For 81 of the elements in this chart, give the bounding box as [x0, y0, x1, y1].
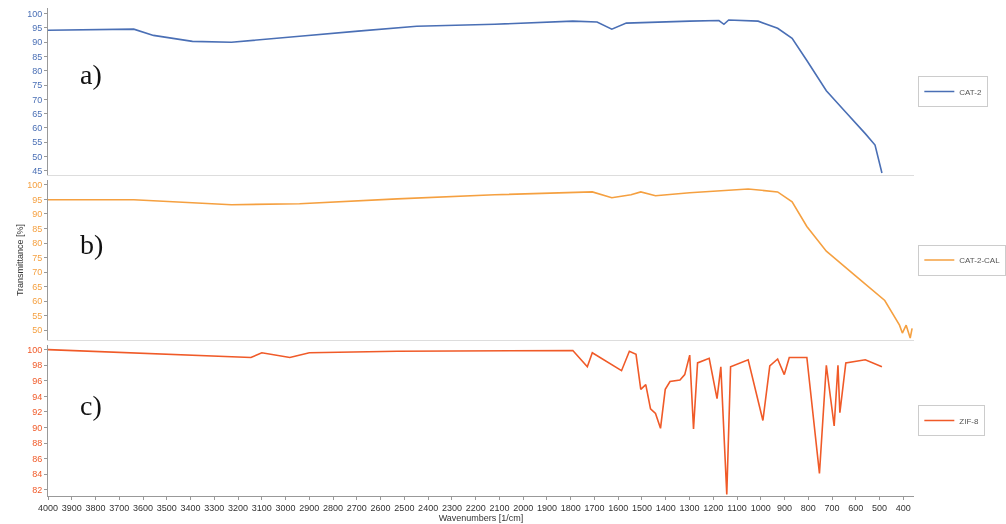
- y-tick-label: 50: [32, 151, 43, 162]
- legend-label: CAT-2: [959, 87, 982, 97]
- x-tick-label: 2800: [323, 502, 344, 513]
- legend-label: ZIF-8: [959, 416, 979, 426]
- x-tick-label: 2500: [394, 502, 415, 513]
- y-tick-label: 85: [32, 223, 43, 234]
- y-tick-label: 100: [27, 344, 43, 355]
- annotation: b): [80, 229, 104, 260]
- annotation: a): [80, 59, 102, 90]
- x-tick-label: 2700: [346, 502, 367, 513]
- y-tick-label: 60: [32, 123, 43, 134]
- y-tick-label: 55: [32, 310, 43, 321]
- x-tick-label: 400: [895, 502, 911, 513]
- line-series: [48, 188, 913, 339]
- y-tick-label: 80: [32, 238, 43, 249]
- x-tick-label: 3400: [180, 502, 201, 513]
- x-tick-label: 2200: [465, 502, 486, 513]
- y-tick-label: 75: [32, 252, 43, 263]
- x-tick-label: 2000: [513, 502, 534, 513]
- x-tick-label: 2100: [489, 502, 510, 513]
- x-tick-label: 1200: [703, 502, 724, 513]
- y-tick-label: 90: [32, 209, 43, 220]
- x-tick-label: 4000: [37, 502, 59, 513]
- y-tick-label: 90: [32, 37, 43, 48]
- x-tick-label: 3300: [204, 502, 225, 513]
- y-tick-label: 95: [32, 23, 43, 34]
- x-tick-label: 1500: [631, 502, 652, 513]
- y-tick-label: 80: [32, 65, 43, 76]
- y-tick-label: 92: [32, 407, 43, 418]
- x-tick-label: 2900: [299, 502, 320, 513]
- y-tick-label: 65: [32, 108, 43, 119]
- x-tick-label: 2300: [441, 502, 462, 513]
- y-tick-label: 70: [32, 94, 43, 105]
- x-tick-label: 3800: [85, 502, 106, 513]
- x-tick-label: 1400: [655, 502, 676, 513]
- x-tick-label: 3500: [156, 502, 177, 513]
- line-series: [48, 348, 883, 496]
- x-tick-label: 1900: [536, 502, 557, 513]
- x-tick-label: 1000: [750, 502, 771, 513]
- x-tick-label: 2400: [418, 502, 439, 513]
- y-axis-title: Transmittance [%]: [14, 223, 25, 297]
- annotation: c): [80, 390, 102, 421]
- line-series: [48, 19, 883, 174]
- y-tick-label: 55: [32, 137, 43, 148]
- y-tick-label: 95: [32, 194, 43, 205]
- y-tick-label: 70: [32, 267, 43, 278]
- x-tick-label: 500: [872, 502, 888, 513]
- y-tick-label: 60: [32, 296, 43, 307]
- legend-label: CAT-2-CAL: [959, 256, 1001, 266]
- x-axis-title: Wavenumbers [1/cm]: [438, 512, 524, 523]
- x-tick-label: 1100: [727, 502, 747, 513]
- x-tick-label: 1600: [608, 502, 629, 513]
- y-tick-label: 100: [27, 8, 43, 19]
- y-tick-label: 100: [27, 180, 43, 191]
- y-tick-label: 96: [32, 375, 43, 386]
- x-tick-label: 600: [848, 502, 864, 513]
- x-tick-label: 1300: [679, 502, 700, 513]
- y-tick-label: 75: [32, 80, 43, 91]
- x-tick-label: 900: [777, 502, 793, 513]
- x-tick-label: 800: [800, 502, 816, 513]
- x-tick-label: 3900: [61, 502, 82, 513]
- x-tick-label: 3200: [228, 502, 249, 513]
- y-tick-label: 82: [32, 484, 43, 495]
- x-tick-label: 1700: [584, 502, 605, 513]
- x-tick-label: 2600: [370, 502, 391, 513]
- y-tick-label: 86: [32, 453, 43, 464]
- y-tick-label: 98: [32, 360, 43, 371]
- y-tick-label: 85: [32, 51, 43, 62]
- y-tick-label: 90: [32, 422, 43, 433]
- x-tick-label: 3000: [275, 502, 296, 513]
- y-tick-label: 45: [32, 165, 43, 176]
- y-tick-label: 88: [32, 438, 43, 449]
- x-tick-label: 3700: [109, 502, 130, 513]
- x-tick-label: 3100: [251, 502, 272, 513]
- y-tick-label: 94: [32, 391, 43, 402]
- x-tick-label: 700: [824, 502, 840, 513]
- y-tick-label: 65: [32, 281, 43, 292]
- y-tick-label: 84: [32, 469, 43, 480]
- y-tick-label: 50: [32, 325, 43, 336]
- x-tick-label: 3600: [133, 502, 154, 513]
- x-tick-label: 1800: [560, 502, 581, 513]
